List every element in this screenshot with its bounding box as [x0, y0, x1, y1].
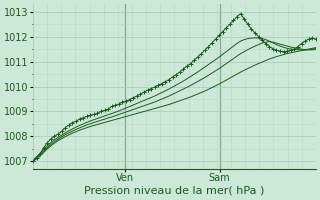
- X-axis label: Pression niveau de la mer( hPa ): Pression niveau de la mer( hPa ): [84, 186, 265, 196]
